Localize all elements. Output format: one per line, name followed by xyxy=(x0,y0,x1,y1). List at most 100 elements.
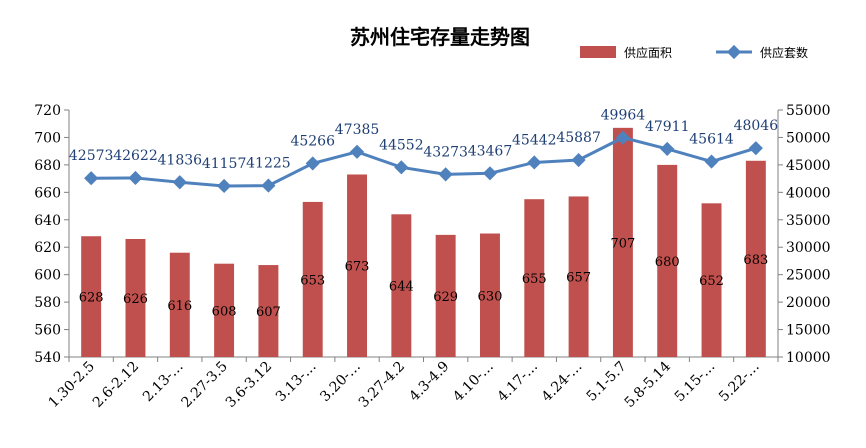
right-tick-label: 55000 xyxy=(786,103,831,119)
x-tick-label: 1.30-2.5 xyxy=(46,359,98,411)
right-tick-label: 10000 xyxy=(786,350,831,366)
x-tick-label: 4.24-… xyxy=(539,359,586,406)
x-tick-label: 4.17-… xyxy=(495,359,542,406)
left-tick-label: 700 xyxy=(34,130,61,146)
line-value-label: 43467 xyxy=(468,143,513,159)
right-tick-label: 40000 xyxy=(786,185,831,201)
left-tick-label: 660 xyxy=(34,185,61,201)
left-tick-label: 620 xyxy=(34,240,61,256)
line-count-marker xyxy=(482,166,498,181)
line-count-marker xyxy=(438,167,453,182)
legend-label-count: 供应套数 xyxy=(760,45,808,60)
line-value-label: 42573 xyxy=(69,148,114,164)
x-tick-label: 2.27-3.5 xyxy=(178,359,230,411)
chart-title: 苏州住宅存量走势图 xyxy=(350,25,530,49)
bar-value-label: 653 xyxy=(300,273,325,288)
line-count-marker xyxy=(527,155,542,170)
bar-value-label: 707 xyxy=(610,236,635,251)
legend-label-area: 供应面积 xyxy=(624,45,672,60)
bar-value-label: 629 xyxy=(433,290,458,305)
left-tick-label: 680 xyxy=(34,158,61,174)
bar-value-label: 626 xyxy=(123,292,148,307)
right-tick-label: 35000 xyxy=(786,213,831,229)
bar-value-label: 607 xyxy=(256,305,281,320)
left-tick-label: 560 xyxy=(34,323,61,339)
bar-value-label: 655 xyxy=(522,272,547,287)
line-count-marker xyxy=(217,178,232,194)
x-tick-label: 5.8-5.14 xyxy=(622,358,675,411)
line-count-marker xyxy=(615,130,630,145)
left-tick-label: 600 xyxy=(34,268,61,284)
left-tick-label: 540 xyxy=(34,350,61,366)
line-value-label: 41225 xyxy=(246,156,291,172)
right-tick-label: 25000 xyxy=(786,268,831,284)
line-value-label: 41836 xyxy=(158,152,203,168)
line-count-marker xyxy=(172,175,187,190)
bar-area xyxy=(81,236,102,357)
x-tick-label: 4.10-… xyxy=(450,359,497,406)
line-count-marker xyxy=(128,170,143,186)
line-value-label: 41157 xyxy=(202,156,247,172)
x-tick-label: 3.13-… xyxy=(273,359,320,406)
line-count-marker xyxy=(571,152,586,168)
line-value-label: 48046 xyxy=(734,118,779,134)
bar-area xyxy=(657,164,678,357)
line-count-marker xyxy=(704,154,719,169)
bar-area xyxy=(258,265,279,357)
bar-value-label: 644 xyxy=(389,280,414,295)
plot-area: 540 560 580 600 620 640 660 680 700 720 10000 15000… xyxy=(34,103,830,411)
bar-value-label: 680 xyxy=(655,255,680,270)
right-tick-label: 20000 xyxy=(786,295,831,311)
x-tick-label: 3.6-3.12 xyxy=(223,359,275,411)
bar-area xyxy=(391,214,412,357)
line-count-marker xyxy=(84,171,99,186)
x-tick-label: 5.22-… xyxy=(716,359,763,406)
bar-value-label: 630 xyxy=(478,289,503,304)
line-value-label: 47911 xyxy=(645,119,690,135)
x-tick-label: 5.15-… xyxy=(672,359,719,406)
x-tick-label: 4.3-4.9 xyxy=(406,359,452,405)
bar-value-label: 608 xyxy=(212,304,237,319)
bar-area xyxy=(214,263,235,357)
x-tick-label: 2.6-2.12 xyxy=(90,359,142,411)
left-tick-label: 640 xyxy=(34,213,61,229)
bar-area xyxy=(435,234,456,357)
left-tick-label: 580 xyxy=(34,295,61,311)
x-tick-label: 3.27-4.2 xyxy=(356,359,408,411)
right-tick-label: 50000 xyxy=(786,130,831,146)
right-tick-label: 45000 xyxy=(786,158,831,174)
bar-value-label: 673 xyxy=(345,260,370,275)
line-count-marker xyxy=(349,144,365,159)
legend-swatch-area xyxy=(580,46,616,58)
line-value-label: 47385 xyxy=(335,122,380,138)
bar-value-label: 616 xyxy=(167,299,192,314)
line-count-marker xyxy=(305,156,320,171)
bar-area xyxy=(347,174,368,357)
bar-area xyxy=(701,203,722,357)
legend-marker-count xyxy=(726,44,742,60)
line-value-label: 42622 xyxy=(113,148,158,164)
line-value-label: 45442 xyxy=(512,132,557,148)
bar-area xyxy=(612,127,633,357)
bar-area xyxy=(169,252,190,357)
bar-area xyxy=(125,238,146,357)
line-value-label: 44552 xyxy=(379,137,424,153)
bar-area xyxy=(745,160,766,357)
bar-area xyxy=(302,201,323,357)
bar-area xyxy=(568,196,589,357)
bar-area xyxy=(524,199,545,357)
bar-value-label: 657 xyxy=(566,271,591,286)
left-tick-label: 720 xyxy=(34,103,61,119)
line-value-label: 45266 xyxy=(290,133,335,149)
line-value-label: 43273 xyxy=(423,144,468,160)
line-count-marker xyxy=(748,141,763,156)
bar-value-label: 628 xyxy=(79,291,104,306)
line-count-marker xyxy=(261,178,276,193)
line-count-marker xyxy=(394,160,409,175)
bar-value-label: 652 xyxy=(699,274,724,289)
right-tick-label: 30000 xyxy=(786,240,831,256)
line-count xyxy=(91,136,757,188)
line-value-label: 49964 xyxy=(601,108,646,124)
